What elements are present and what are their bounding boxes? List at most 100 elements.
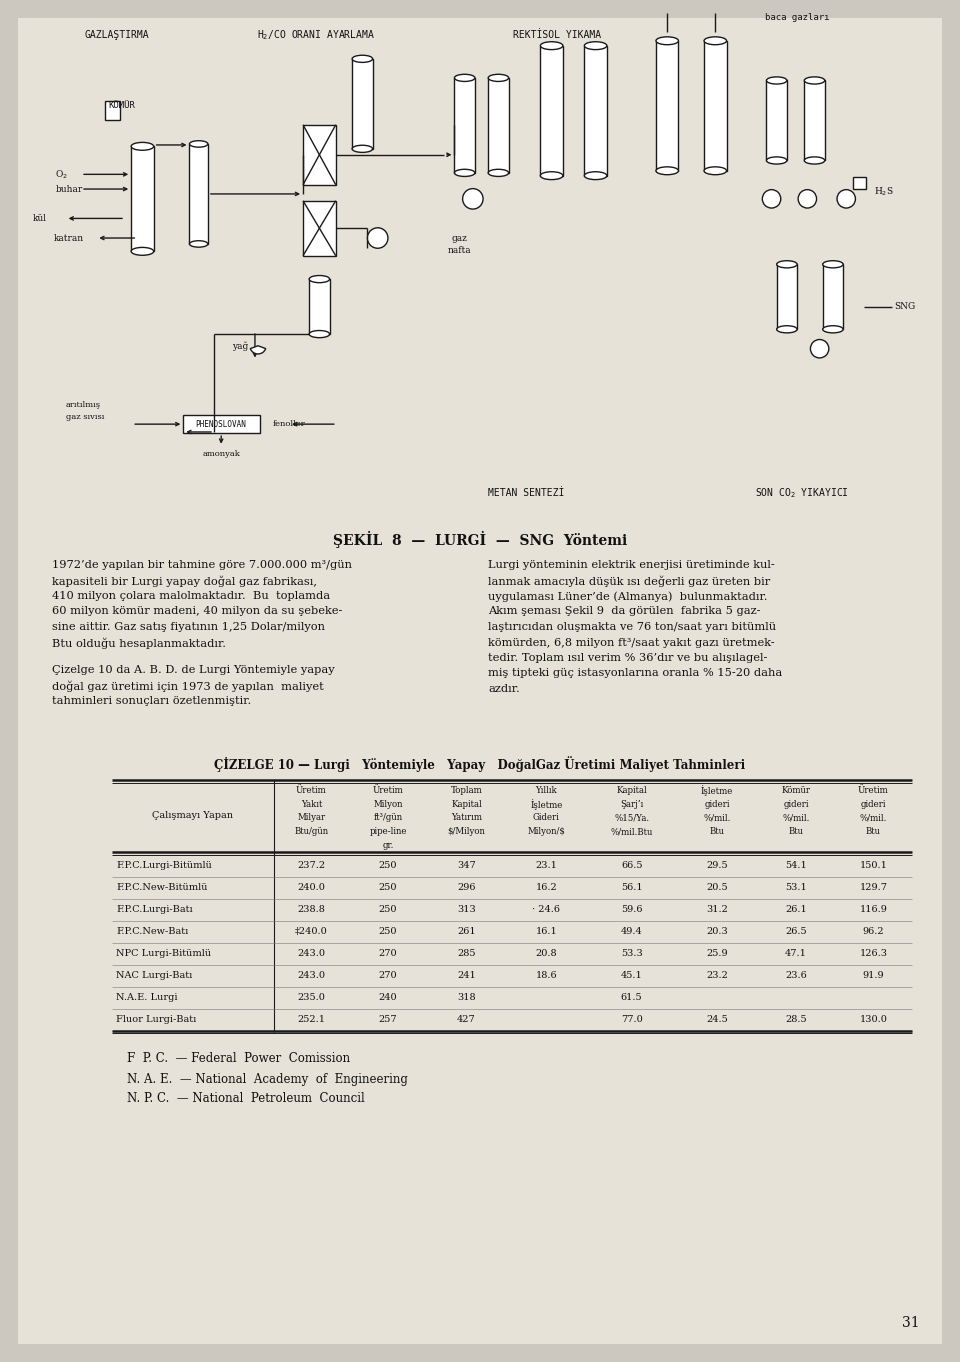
Text: İşletme: İşletme <box>530 799 563 810</box>
Text: Şarj’ı: Şarj’ı <box>620 799 643 809</box>
Text: 23.1: 23.1 <box>536 861 557 870</box>
Text: 238.8: 238.8 <box>298 904 325 914</box>
Ellipse shape <box>189 241 208 247</box>
Text: 257: 257 <box>378 1015 397 1024</box>
Text: N. A. E.  — National  Academy  of  Engineering: N. A. E. — National Academy of Engineeri… <box>127 1072 408 1086</box>
Text: 252.1: 252.1 <box>298 1015 325 1024</box>
Text: N. P. C.  — National  Petroleum  Council: N. P. C. — National Petroleum Council <box>127 1092 365 1106</box>
Text: 240: 240 <box>378 993 397 1002</box>
Text: %/mil.Btu: %/mil.Btu <box>611 827 653 836</box>
Bar <box>105 101 120 120</box>
Text: H$_2$S: H$_2$S <box>874 185 894 199</box>
Text: %/mil.: %/mil. <box>782 813 810 823</box>
Text: Kömür: Kömür <box>781 786 810 795</box>
Text: Akım şeması Şekil 9  da görülen  fabrika 5 gaz-: Akım şeması Şekil 9 da görülen fabrika 5… <box>488 606 760 617</box>
Text: uygulaması Lüner’de (Almanya)  bulunmaktadır.: uygulaması Lüner’de (Almanya) bulunmakta… <box>488 591 767 602</box>
Ellipse shape <box>766 76 787 84</box>
Ellipse shape <box>540 172 563 180</box>
Text: Btu: Btu <box>788 827 804 836</box>
Text: Üretim: Üretim <box>296 786 326 795</box>
Text: katran: katran <box>54 233 84 242</box>
Text: %/mil.: %/mil. <box>860 813 887 823</box>
Text: %/mil.: %/mil. <box>704 813 731 823</box>
Text: 29.5: 29.5 <box>707 861 728 870</box>
Text: 240.0: 240.0 <box>298 883 325 892</box>
Text: N.A.E. Lurgi: N.A.E. Lurgi <box>116 993 178 1002</box>
Text: F.P.C.New-Batı: F.P.C.New-Batı <box>116 928 188 936</box>
Bar <box>777 264 797 330</box>
Text: · 24.6: · 24.6 <box>532 904 561 914</box>
Text: 410 milyon çolara malolmaktadır.  Bu  toplamda: 410 milyon çolara malolmaktadır. Bu topl… <box>52 591 330 601</box>
Text: 270: 270 <box>378 949 397 957</box>
Text: F.P.C.Lurgi-Batı: F.P.C.Lurgi-Batı <box>116 904 193 914</box>
Text: gaz: gaz <box>451 233 468 242</box>
Text: 23.2: 23.2 <box>706 971 728 981</box>
Text: F.P.C.Lurgi-Bitümlü: F.P.C.Lurgi-Bitümlü <box>116 861 212 870</box>
Text: SON CO$_2$ YIKAYICI: SON CO$_2$ YIKAYICI <box>756 486 850 500</box>
Text: 16.2: 16.2 <box>536 883 557 892</box>
Text: Yıllık: Yıllık <box>536 786 557 795</box>
Ellipse shape <box>656 37 679 45</box>
Text: tedir. Toplam ısıl verim % 36’dır ve bu alışılagel-: tedir. Toplam ısıl verim % 36’dır ve bu … <box>488 652 767 663</box>
Text: 28.5: 28.5 <box>785 1015 807 1024</box>
Text: 26.1: 26.1 <box>785 904 807 914</box>
Text: 250: 250 <box>379 861 397 870</box>
Text: ‡240.0: ‡240.0 <box>295 928 327 936</box>
Text: baca gazları: baca gazları <box>765 14 829 22</box>
Bar <box>352 59 372 148</box>
Text: laştırıcıdan oluşmakta ve 76 ton/saat yarı bitümlü: laştırıcıdan oluşmakta ve 76 ton/saat ya… <box>488 622 776 632</box>
Text: SNG: SNG <box>895 302 916 311</box>
Text: ÇİZELGE 10 — Lurgi   Yöntemiyle   Yapay   DoğalGaz Üretimi Maliyet Tahminleri: ÇİZELGE 10 — Lurgi Yöntemiyle Yapay Doğa… <box>214 756 746 772</box>
Text: gideri: gideri <box>860 799 886 809</box>
Bar <box>804 80 825 161</box>
Circle shape <box>368 227 388 248</box>
Text: miş tipteki güç istasyonlarına oranla % 15-20 daha: miş tipteki güç istasyonlarına oranla % … <box>488 669 782 678</box>
Text: H$_2$/CO ORANI AYARLAMA: H$_2$/CO ORANI AYARLAMA <box>257 29 375 42</box>
Text: 250: 250 <box>379 904 397 914</box>
Text: 60 milyon kömür madeni, 40 milyon da su şebeke-: 60 milyon kömür madeni, 40 milyon da su … <box>52 606 343 617</box>
Text: 285: 285 <box>457 949 476 957</box>
Text: 270: 270 <box>378 971 397 981</box>
Text: 56.1: 56.1 <box>621 883 642 892</box>
Text: %15/Ya.: %15/Ya. <box>614 813 649 823</box>
Bar <box>183 415 260 433</box>
Text: NAC Lurgi-Batı: NAC Lurgi-Batı <box>116 971 192 981</box>
Text: 250: 250 <box>379 928 397 936</box>
Text: lanmak amacıyla düşük ısı değerli gaz üreten bir: lanmak amacıyla düşük ısı değerli gaz ür… <box>488 576 770 587</box>
Ellipse shape <box>585 172 607 180</box>
Circle shape <box>837 189 855 208</box>
Text: yağ: yağ <box>231 340 248 350</box>
Text: 116.9: 116.9 <box>859 904 887 914</box>
Text: 243.0: 243.0 <box>298 971 325 981</box>
Ellipse shape <box>132 248 154 255</box>
Ellipse shape <box>489 75 509 82</box>
Wedge shape <box>251 346 266 354</box>
Text: ŞEKİL  8  —  LURGİ  —  SNG  Yöntemi: ŞEKİL 8 — LURGİ — SNG Yöntemi <box>333 530 627 548</box>
FancyArrowPatch shape <box>253 334 256 355</box>
Ellipse shape <box>454 169 475 177</box>
Text: REKTİSOL YIKAMA: REKTİSOL YIKAMA <box>513 30 601 41</box>
Text: Fluor Lurgi-Batı: Fluor Lurgi-Batı <box>116 1015 196 1024</box>
Text: O$_2$: O$_2$ <box>56 168 68 181</box>
Text: kül: kül <box>34 214 47 223</box>
Ellipse shape <box>454 75 475 82</box>
Text: sine aittir. Gaz satış fiyatının 1,25 Dolar/milyon: sine aittir. Gaz satış fiyatının 1,25 Do… <box>52 622 325 632</box>
Text: 96.2: 96.2 <box>862 928 884 936</box>
Text: NPC Lurgi-Bitümlü: NPC Lurgi-Bitümlü <box>116 949 211 957</box>
Text: Üretim: Üretim <box>372 786 403 795</box>
Ellipse shape <box>656 166 679 174</box>
Text: 31.2: 31.2 <box>706 904 728 914</box>
Bar <box>585 46 607 176</box>
Text: 129.7: 129.7 <box>859 883 887 892</box>
Text: gaz sıvısı: gaz sıvısı <box>65 413 104 421</box>
Text: 318: 318 <box>457 993 476 1002</box>
Ellipse shape <box>766 157 787 163</box>
Text: 261: 261 <box>457 928 476 936</box>
Text: 20.8: 20.8 <box>536 949 557 957</box>
Text: amonyak: amonyak <box>203 449 240 458</box>
Ellipse shape <box>704 166 727 174</box>
Ellipse shape <box>777 326 797 332</box>
Text: Lurgi yönteminin elektrik enerjisi üretiminde kul-: Lurgi yönteminin elektrik enerjisi üreti… <box>488 560 775 571</box>
Text: 23.6: 23.6 <box>785 971 807 981</box>
Text: fenoller: fenoller <box>273 419 305 428</box>
